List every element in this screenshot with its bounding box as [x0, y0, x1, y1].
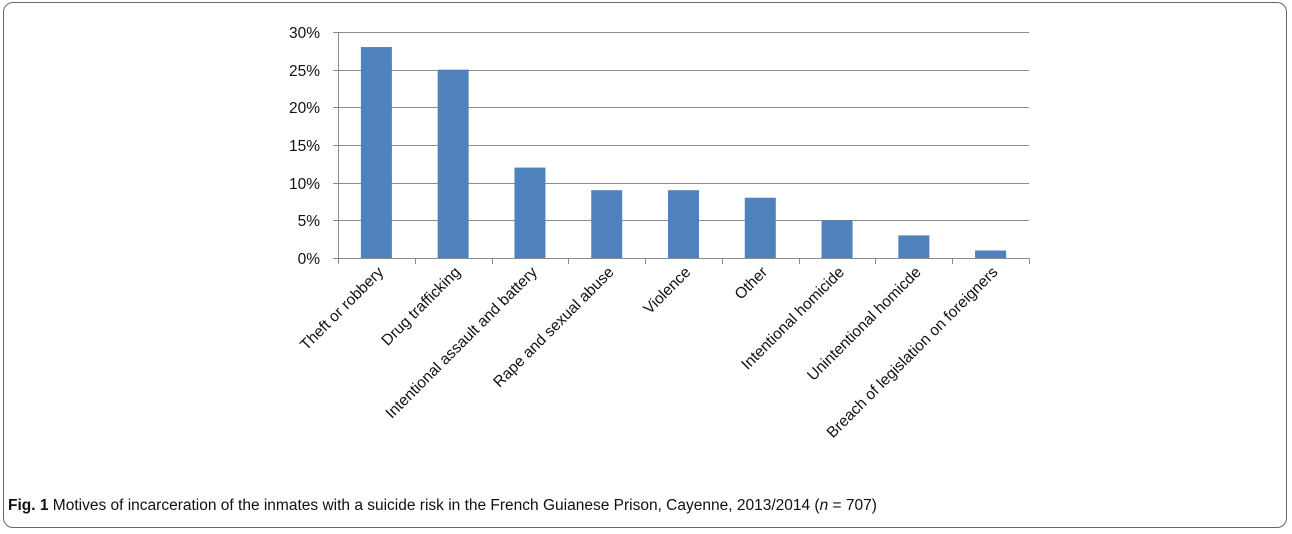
y-tick-label: 20%: [289, 100, 320, 117]
figure-frame: [3, 2, 1287, 528]
caption-sample-size: = 707): [828, 497, 877, 514]
bar: [975, 250, 1007, 258]
bar: [821, 220, 853, 258]
bar: [591, 190, 623, 258]
bar: [668, 190, 699, 258]
x-tick-label: Other: [732, 264, 771, 303]
y-tick-label: 30%: [289, 25, 320, 42]
x-tick-label: Drug trafficking: [378, 264, 464, 350]
y-tick-label: 15%: [289, 138, 320, 155]
bar: [360, 47, 392, 258]
y-tick-label: 5%: [298, 213, 321, 230]
bar: [514, 167, 546, 258]
bar: [744, 197, 776, 258]
x-tick-label: Violence: [640, 264, 694, 318]
x-tick-label: Breach of legislation on foreigners: [824, 264, 1002, 442]
y-tick-label: 25%: [289, 63, 320, 80]
bar: [898, 235, 930, 258]
figure-caption: Fig. 1 Motives of incarceration of the i…: [8, 497, 1278, 515]
x-tick-label: Intentional assault and battery: [383, 264, 541, 422]
caption-n-symbol: n: [819, 497, 829, 514]
y-tick-label: 0%: [298, 251, 321, 268]
figure-label: Fig. 1: [8, 497, 49, 514]
bar: [437, 69, 469, 259]
caption-text: Motives of incarceration of the inmates …: [48, 497, 820, 514]
y-tick-label: 10%: [289, 176, 320, 193]
x-tick-label: Theft or robbery: [297, 264, 387, 354]
